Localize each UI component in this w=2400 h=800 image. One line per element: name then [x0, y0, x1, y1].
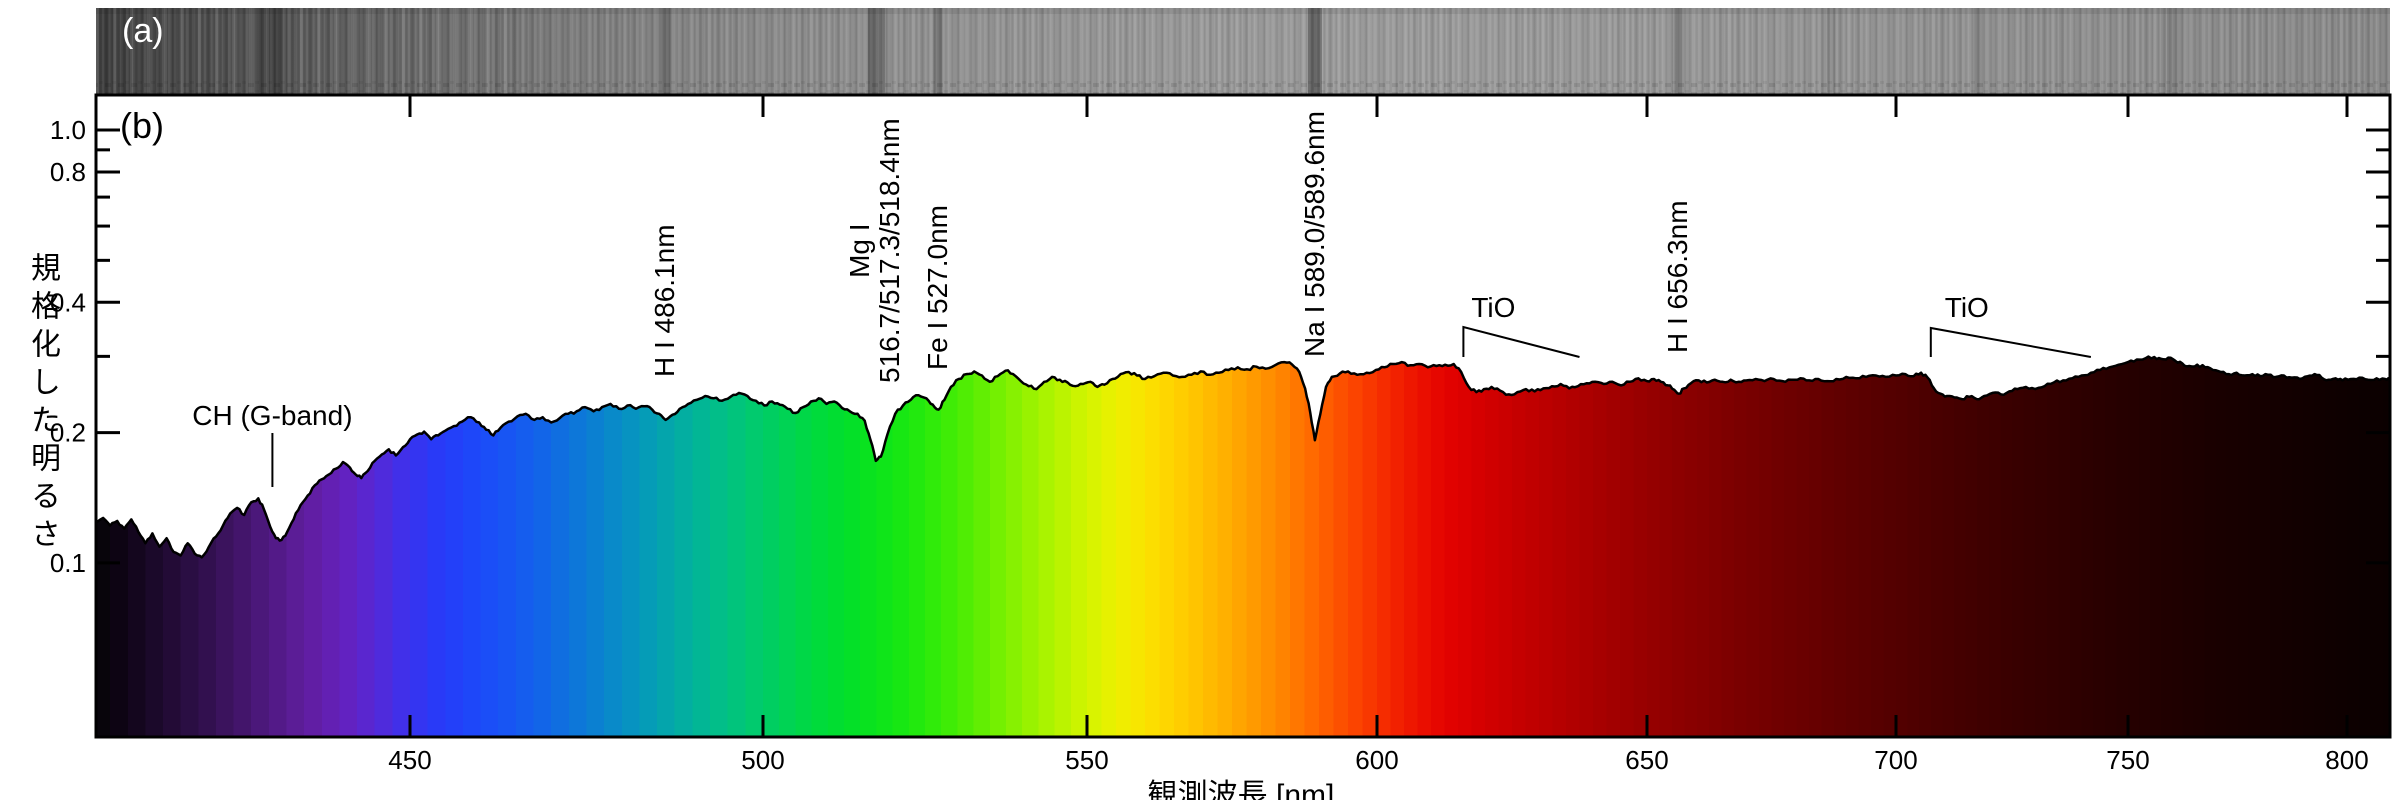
tick-labels: 450 500 550 600 650 700 750 800 1.0 0.8 0.4 0.2 0.1 — [50, 115, 2369, 775]
strip-left-speckle — [96, 8, 516, 94]
spectrum-curve — [95, 355, 2391, 559]
annotation-mg-line1: Mg I — [844, 223, 876, 278]
annotation-na-d: Na I 589.0/589.6nm — [1298, 111, 1330, 357]
x-tick-label: 600 — [1355, 745, 1398, 775]
annotation-ch-gband: CH (G-band) — [192, 400, 353, 431]
annotation-fe: Fe I 527.0nm — [921, 205, 953, 370]
x-tick-label: 750 — [2106, 745, 2149, 775]
x-tick-label: 700 — [1874, 745, 1917, 775]
plot-border — [94, 93, 2392, 739]
y-tick-label: 0.4 — [50, 287, 86, 317]
x-tick-label: 650 — [1625, 745, 1668, 775]
panel-b-label: (b) — [120, 105, 164, 146]
tio-bracket-2 — [1929, 326, 2092, 358]
x-tick-label: 450 — [388, 745, 431, 775]
y-tick-label: 0.2 — [50, 418, 86, 448]
annotation-mg-line2: 516.7/517.3/518.4nm — [874, 118, 906, 383]
tio-bracket-1 — [1462, 325, 1580, 358]
annotation-tio-band-1: TiO — [1471, 292, 1516, 323]
annotation-h-beta: H I 486.1nm — [648, 224, 680, 377]
x-tick-label: 550 — [1065, 745, 1108, 775]
spectrum-fill — [96, 356, 2390, 737]
annotation-tio-band-2: TiO — [1944, 292, 1989, 323]
strip-top-shade — [96, 8, 2390, 14]
y-tick-label: 0.1 — [50, 548, 86, 578]
panel-a-label: (a) — [122, 12, 164, 50]
annotation-mg-triplet: Mg I 516.7/517.3/518.4nm — [844, 118, 906, 383]
panel-b-spectrum-area — [95, 355, 2391, 737]
y-tick-label: 1.0 — [50, 115, 86, 145]
panel-a-spectrum-strip — [96, 8, 2390, 94]
strip-bottom-mottle — [96, 78, 2390, 94]
annotation-h-alpha: H I 656.3nm — [1662, 200, 1694, 353]
x-tick-label: 500 — [741, 745, 784, 775]
y-tick-label: 0.8 — [50, 157, 86, 187]
axes — [94, 93, 2392, 739]
x-axis-title: 観測波長 [nm] — [1147, 779, 1335, 800]
annotation-lines — [271, 325, 2092, 487]
y-axis-title: 規格化した明るさ — [26, 252, 59, 556]
x-tick-label: 800 — [2325, 745, 2368, 775]
